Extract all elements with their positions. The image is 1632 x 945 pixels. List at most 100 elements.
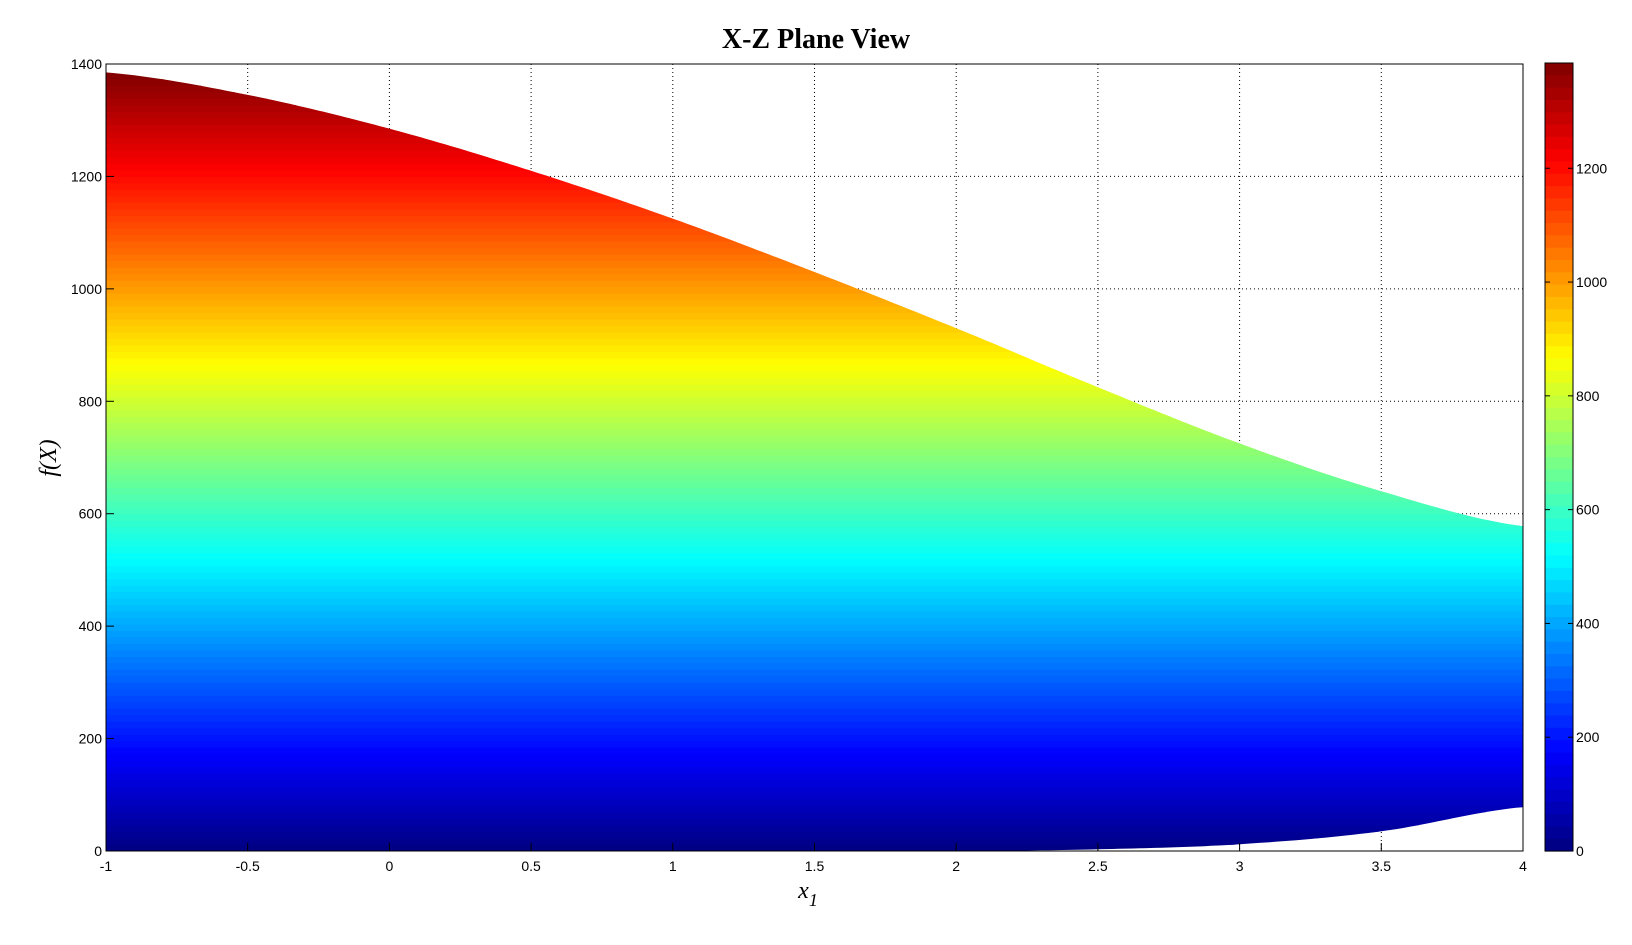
- color-band: [106, 818, 1523, 826]
- colorbar-segment: [1545, 346, 1573, 360]
- color-band: [106, 448, 1523, 456]
- color-band: [106, 338, 1523, 346]
- colorbar-tick-label: 600: [1576, 502, 1600, 518]
- colorbar-segment: [1545, 617, 1573, 630]
- colorbar-segment: [1545, 358, 1573, 372]
- color-band: [106, 318, 1523, 327]
- color-band: [106, 422, 1523, 430]
- colorbar-segment: [1545, 395, 1573, 409]
- colorbar-segment: [1545, 567, 1573, 581]
- colorbar-segment: [1545, 99, 1573, 113]
- colorbar-segment: [1545, 690, 1573, 704]
- color-band: [106, 117, 1523, 125]
- colorbar-segment: [1545, 321, 1573, 335]
- colorbar-segment: [1545, 235, 1573, 249]
- colorbar-segment: [1545, 629, 1573, 643]
- colorbar-segment: [1545, 383, 1573, 397]
- colorbar-segment: [1545, 198, 1573, 212]
- color-band: [106, 331, 1523, 340]
- colorbar-segment: [1545, 149, 1573, 163]
- color-band: [106, 344, 1523, 353]
- colorbar-segment: [1545, 87, 1573, 101]
- x-tick-label: 2.5: [1088, 858, 1108, 874]
- color-band: [106, 688, 1523, 696]
- color-band: [106, 682, 1523, 690]
- color-band: [106, 228, 1523, 236]
- color-band: [106, 591, 1523, 599]
- color-band: [106, 656, 1523, 664]
- colorbar-segment: [1545, 543, 1573, 557]
- color-band: [106, 429, 1523, 437]
- colorbar-segment: [1545, 370, 1573, 384]
- y-axis: 0 200 400 600 800 1000 1200 1400: [71, 56, 114, 859]
- y-tick-label: 800: [79, 393, 103, 409]
- colorbar-segment: [1545, 789, 1573, 803]
- colorbar-segment: [1545, 469, 1573, 483]
- colorbar-segment: [1545, 801, 1573, 815]
- color-band: [106, 662, 1523, 670]
- color-band: [106, 273, 1523, 281]
- colorbar-segment: [1545, 752, 1573, 766]
- colorbar-segment: [1545, 333, 1573, 347]
- x-axis-label: x1: [797, 878, 818, 910]
- color-band: [106, 578, 1523, 586]
- colorbar-segment: [1545, 518, 1573, 532]
- colorbar-segment: [1545, 432, 1573, 446]
- color-band: [106, 721, 1523, 729]
- color-band: [106, 312, 1523, 320]
- color-band: [106, 299, 1523, 307]
- color-band: [106, 747, 1523, 755]
- color-band: [106, 494, 1523, 502]
- color-band: [106, 286, 1523, 294]
- color-band: [106, 435, 1523, 443]
- color-band: [106, 520, 1523, 528]
- colorbar-segment: [1545, 493, 1573, 507]
- color-band: [106, 364, 1523, 372]
- color-band: [106, 649, 1523, 657]
- color-band: [106, 377, 1523, 385]
- filled-area: [106, 72, 1523, 851]
- color-band: [106, 597, 1523, 606]
- color-band: [106, 539, 1523, 547]
- x-tick-label: 3.5: [1372, 858, 1392, 874]
- colorbar-segment: [1545, 727, 1573, 741]
- color-band: [106, 500, 1523, 508]
- color-band: [106, 455, 1523, 463]
- color-band: [106, 461, 1523, 469]
- color-band: [106, 617, 1523, 625]
- colorbar-segment: [1545, 136, 1573, 150]
- x-tick-label: 0: [386, 858, 394, 874]
- color-band: [106, 565, 1523, 573]
- color-band: [106, 306, 1523, 314]
- color-band: [106, 825, 1523, 833]
- x-tick-label: -1: [100, 858, 113, 874]
- color-band: [106, 325, 1523, 333]
- color-band: [106, 623, 1523, 632]
- color-band: [106, 176, 1523, 184]
- color-band: [106, 786, 1523, 794]
- color-band: [106, 526, 1523, 534]
- color-band: [106, 805, 1523, 813]
- color-band: [106, 572, 1523, 580]
- colorbar-segment: [1545, 63, 1573, 76]
- color-band: [106, 169, 1523, 177]
- color-band: [106, 799, 1523, 807]
- color-band: [106, 727, 1523, 735]
- colorbar-segment: [1545, 247, 1573, 261]
- color-band: [106, 701, 1523, 709]
- x-tick-label: 1: [669, 858, 677, 874]
- color-band: [106, 714, 1523, 722]
- x-tick-label: 4: [1519, 858, 1527, 874]
- color-band: [106, 474, 1523, 482]
- colorbar-segment: [1545, 296, 1573, 310]
- colorbar-segment: [1545, 715, 1573, 729]
- colorbar-tick-label: 1200: [1576, 160, 1607, 176]
- colorbar-segment: [1545, 555, 1573, 569]
- colorbar-segment: [1545, 580, 1573, 594]
- color-band: [106, 740, 1523, 748]
- colorbar-segment: [1545, 161, 1573, 175]
- colorbar-segment: [1545, 838, 1573, 852]
- color-band: [106, 383, 1523, 391]
- y-axis-label: f(X): [36, 439, 62, 476]
